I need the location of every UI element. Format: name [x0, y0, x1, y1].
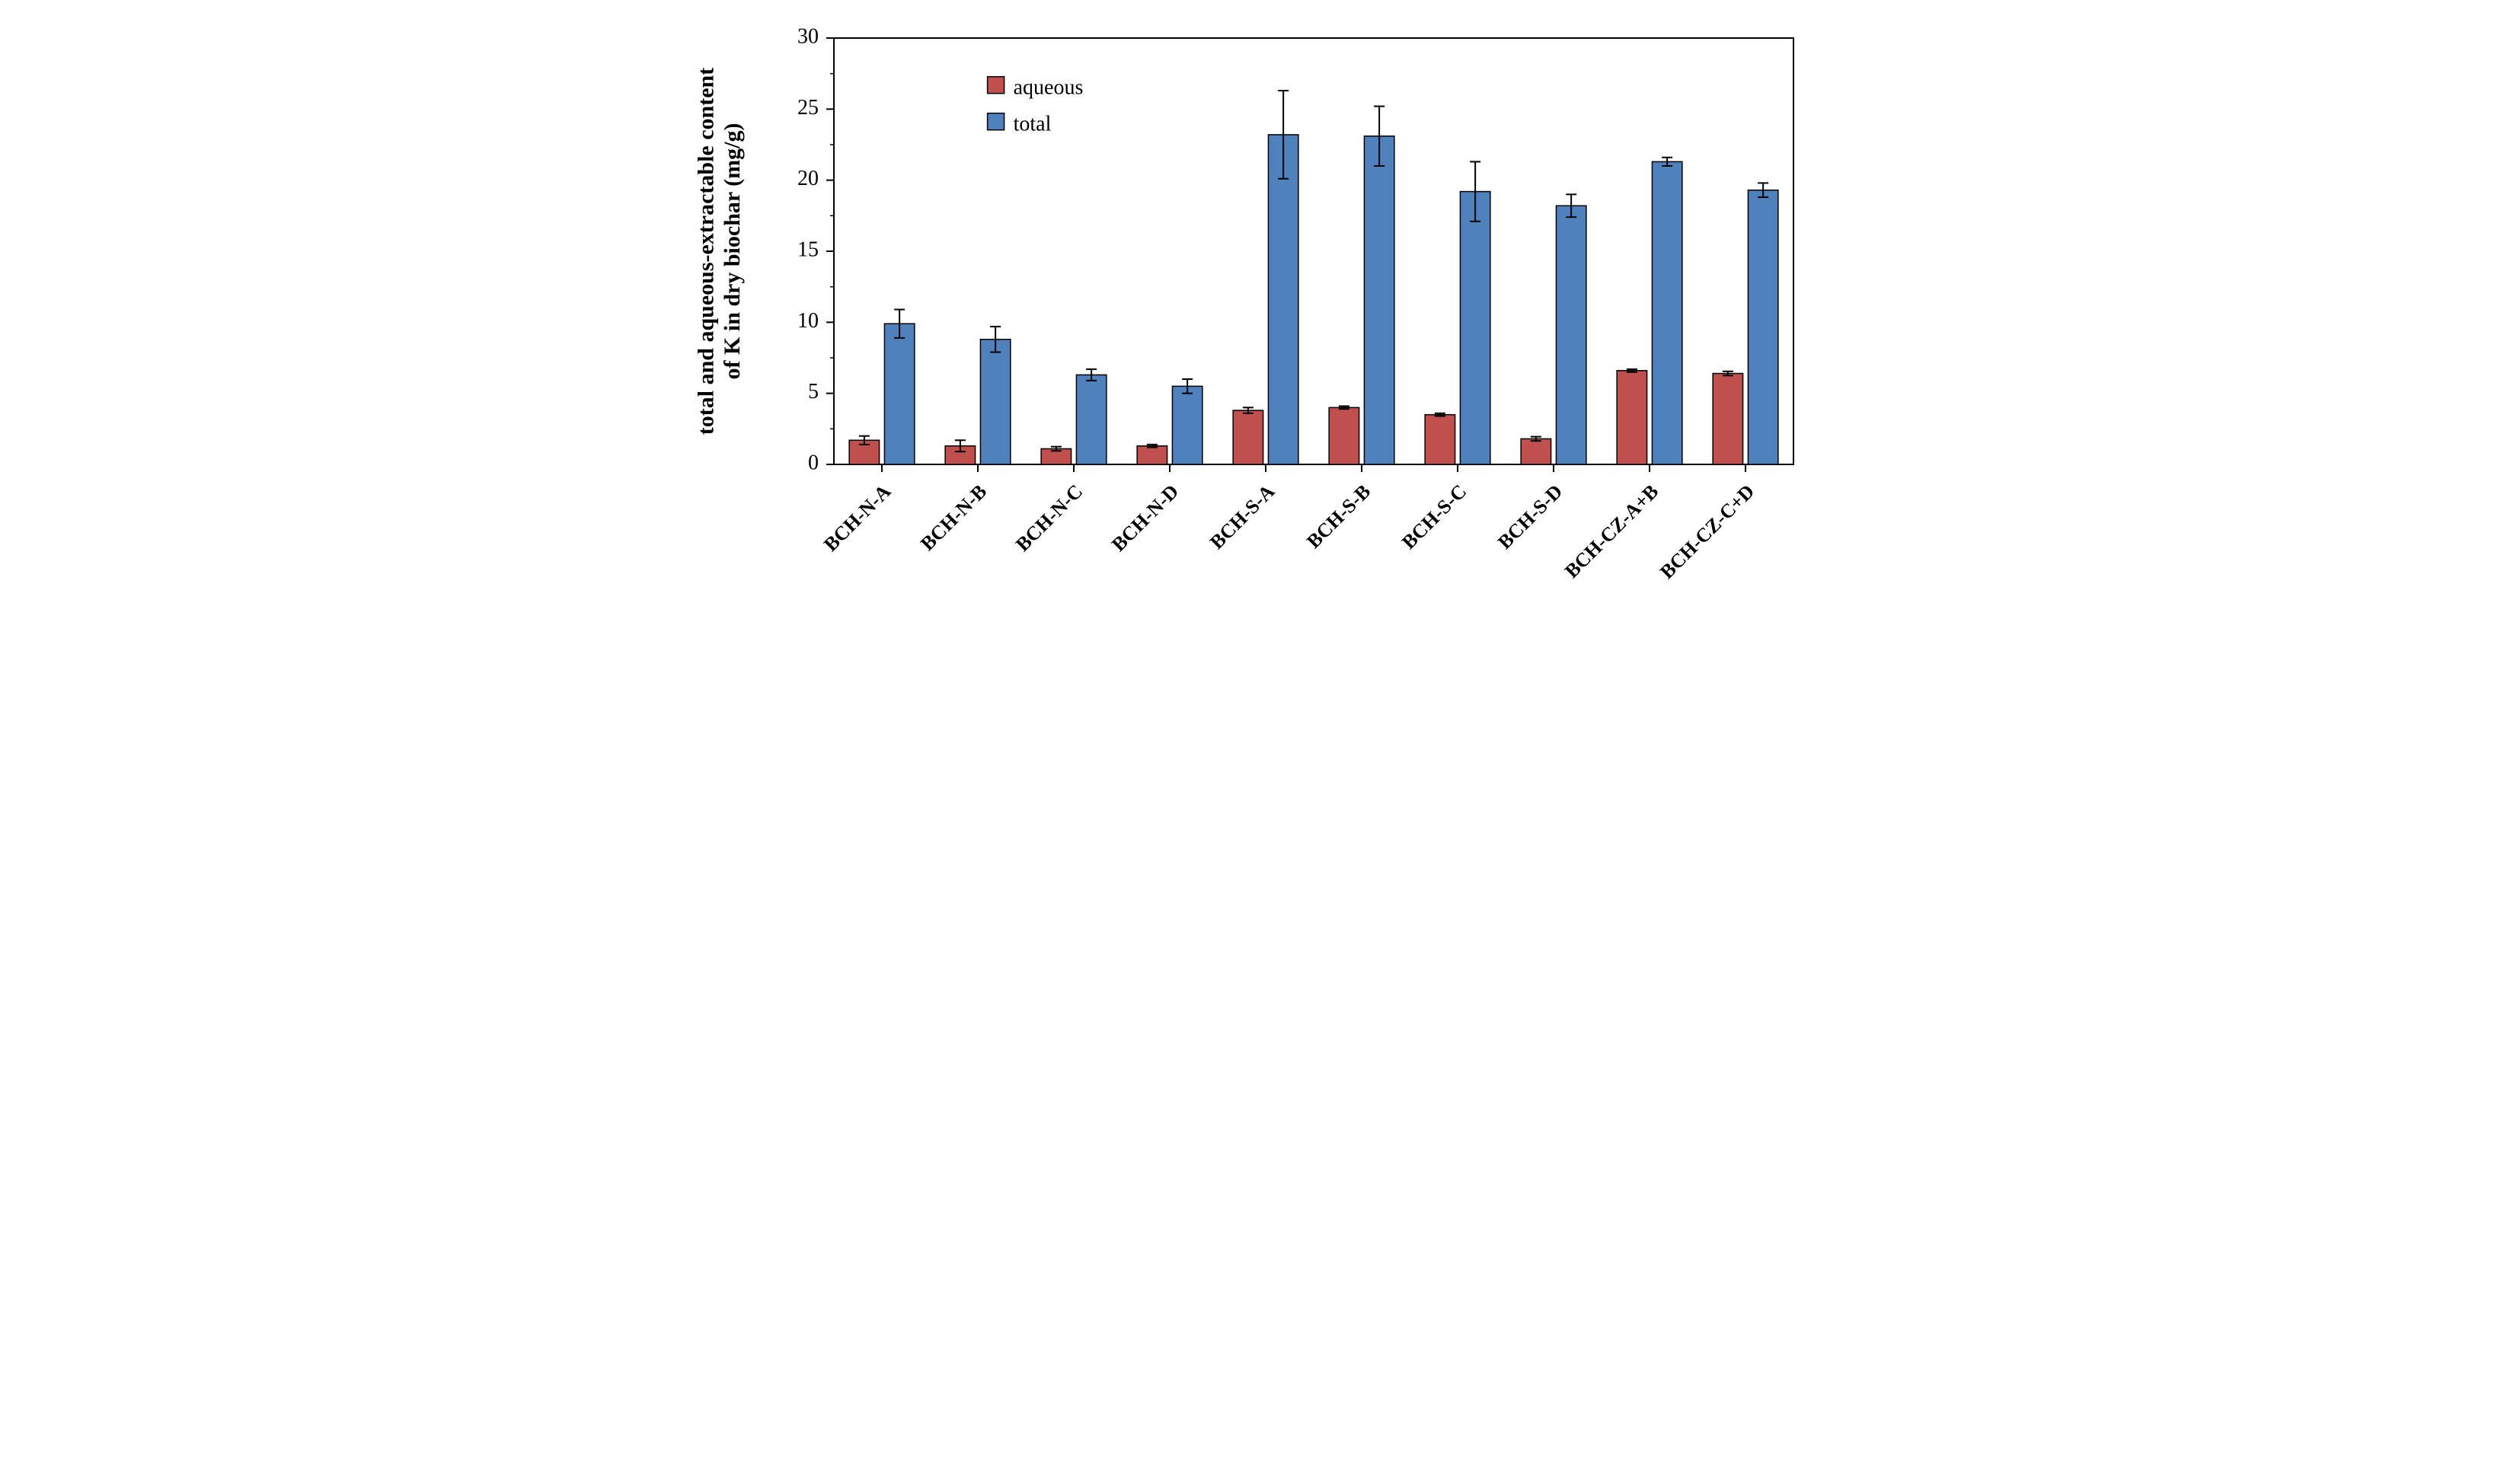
y-tick-label: 30 [797, 24, 819, 48]
legend-label-total: total [1013, 113, 1051, 136]
bar-total [1172, 386, 1202, 464]
bar-aqueous [1425, 415, 1455, 464]
chart-container: 051015202530BCH-N-ABCH-N-BBCH-N-CBCH-N-D… [689, 15, 1832, 700]
bar-total [1556, 206, 1586, 464]
legend-label-aqueous: aqueous [1013, 76, 1083, 100]
bar-total [1076, 375, 1106, 464]
bar-total [980, 340, 1010, 464]
legend-swatch-total [987, 113, 1004, 130]
bar-aqueous [1617, 371, 1646, 464]
y-tick-label: 10 [797, 309, 819, 333]
bar-total [1460, 192, 1490, 464]
bar-total [884, 324, 914, 464]
bar-total [1652, 161, 1682, 464]
y-tick-label: 25 [797, 96, 819, 120]
bar-total [1748, 190, 1777, 464]
y-axis-label: of K in dry biochar (mg/g) [720, 123, 745, 380]
bar-aqueous [1137, 446, 1167, 464]
y-tick-label: 20 [797, 167, 819, 190]
bar-aqueous [1713, 374, 1742, 464]
bar-total [1268, 135, 1298, 464]
bar-chart: 051015202530BCH-N-ABCH-N-BBCH-N-CBCH-N-D… [689, 15, 1832, 700]
y-tick-label: 15 [797, 238, 819, 261]
legend-swatch-aqueous [987, 77, 1004, 94]
y-tick-label: 0 [808, 451, 819, 474]
bar-aqueous [1233, 410, 1263, 464]
bar-aqueous [1329, 407, 1359, 464]
y-tick-label: 5 [808, 380, 819, 403]
bar-total [1364, 136, 1394, 464]
bar-aqueous [1521, 439, 1551, 464]
y-axis-label: total and aqueous-extractable content [693, 68, 718, 435]
